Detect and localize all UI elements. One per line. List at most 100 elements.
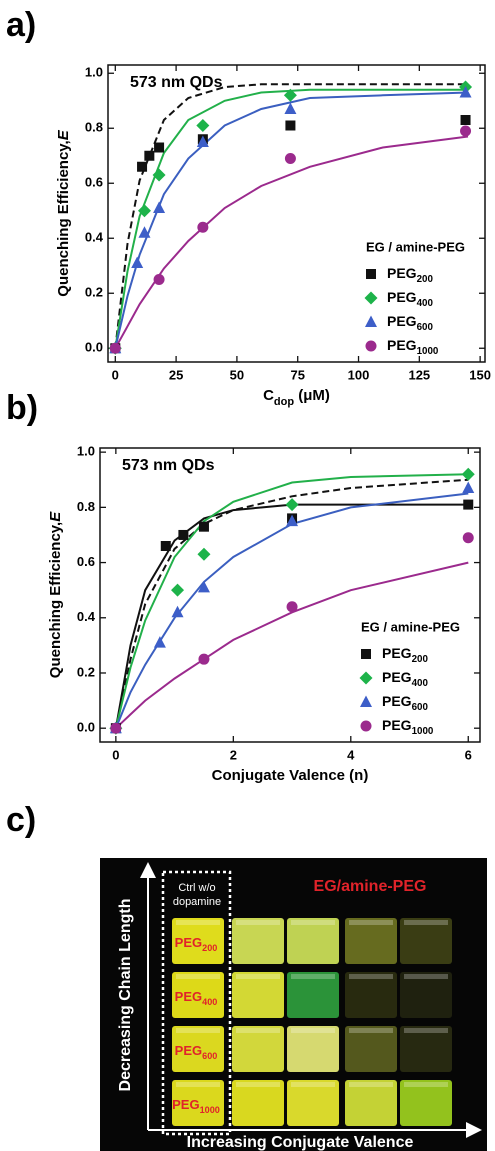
vial xyxy=(345,972,397,1018)
data-point xyxy=(153,636,166,648)
data-point xyxy=(171,605,184,618)
data-point xyxy=(152,168,166,182)
control-label: Ctrl w/o xyxy=(178,882,215,894)
data-point xyxy=(198,521,209,532)
control-label: dopamine xyxy=(173,896,221,908)
panel-label: c) xyxy=(6,801,36,839)
legend-marker xyxy=(364,291,378,305)
fit-line xyxy=(114,473,469,729)
vial xyxy=(400,1080,452,1126)
y-axis-label-text: Quenching Efficiency, xyxy=(55,140,72,296)
data-point xyxy=(196,135,209,147)
vial-shine xyxy=(236,920,280,925)
legend-label: PEG1000 xyxy=(387,337,439,357)
vial-shine xyxy=(236,974,280,979)
vial-shine xyxy=(404,1082,448,1087)
vial xyxy=(345,1026,397,1072)
data-point xyxy=(109,342,121,354)
data-point xyxy=(160,541,171,551)
vial xyxy=(400,972,452,1018)
data-point xyxy=(197,221,209,233)
x-tick-label: 4 xyxy=(347,747,355,762)
vial-shine xyxy=(349,974,393,979)
data-point xyxy=(286,601,298,613)
data-point xyxy=(198,653,210,665)
chart-title: 573 nm QDs xyxy=(130,74,223,91)
data-point xyxy=(178,529,189,540)
data-point xyxy=(285,498,299,512)
y-axis-label: Quenching Efficiency,E xyxy=(47,511,64,678)
vial xyxy=(287,1026,339,1072)
x-tick-label: 0 xyxy=(112,367,119,382)
data-point xyxy=(137,204,151,218)
vial xyxy=(172,1080,224,1126)
vial-shine xyxy=(176,1082,220,1087)
vial-shine xyxy=(236,1082,280,1087)
x-tick-label: 125 xyxy=(408,367,430,382)
data-point xyxy=(286,514,299,527)
data-point xyxy=(284,102,297,114)
vial xyxy=(232,1026,284,1072)
y-tick-label: 1.0 xyxy=(77,444,95,459)
x-tick-label: 2 xyxy=(230,747,237,762)
vial xyxy=(400,918,452,964)
vial-shine xyxy=(349,1082,393,1087)
x-axis-label: Increasing Conjugate Valence xyxy=(187,1134,414,1151)
legend-marker xyxy=(365,315,377,327)
vial-shine xyxy=(291,1028,335,1033)
data-point xyxy=(459,86,472,98)
x-axis-label-text: Conjugate Valence (n) xyxy=(212,767,369,784)
row-label: PEG1000 xyxy=(172,1097,220,1115)
data-point xyxy=(131,256,144,268)
legend-marker xyxy=(359,671,373,685)
x-axis-label-text: C xyxy=(263,387,274,404)
legend-marker xyxy=(366,269,376,279)
legend-label: PEG200 xyxy=(382,645,428,665)
panel-label: b) xyxy=(6,389,38,427)
y-tick-label: 0.8 xyxy=(85,120,103,135)
y-axis-label: Quenching Efficiency,E xyxy=(55,129,72,296)
legend-marker xyxy=(361,649,371,659)
data-point xyxy=(153,274,165,285)
vial-shine xyxy=(349,1028,393,1033)
y-tick-label: 0.6 xyxy=(85,175,103,190)
vial xyxy=(400,1026,452,1072)
x-axis-label-unit: (μM) xyxy=(294,387,330,404)
y-axis-label-var: E xyxy=(55,129,72,140)
legend-marker xyxy=(360,695,372,707)
data-point xyxy=(137,161,148,172)
row-label: PEG200 xyxy=(175,935,218,953)
panel-label: a) xyxy=(6,6,36,44)
vial xyxy=(287,1080,339,1126)
vial-shine xyxy=(291,1082,335,1087)
fit-line xyxy=(114,503,469,729)
data-point xyxy=(460,115,471,125)
vial xyxy=(287,972,339,1018)
legend-label: PEG400 xyxy=(382,669,428,689)
data-point xyxy=(196,119,210,132)
vial-shine xyxy=(404,920,448,925)
vial-shine xyxy=(176,974,220,979)
data-point xyxy=(461,467,475,481)
x-tick-label: 75 xyxy=(290,367,304,382)
vial-shine xyxy=(404,974,448,979)
data-point xyxy=(110,722,122,734)
y-tick-label: 0.0 xyxy=(77,720,95,735)
data-point xyxy=(462,481,475,494)
data-point xyxy=(153,201,166,213)
data-point xyxy=(197,547,211,561)
row-label: PEG600 xyxy=(175,1043,218,1061)
y-axis-label-var: E xyxy=(47,511,64,522)
vial xyxy=(172,972,224,1018)
x-tick-label: 50 xyxy=(230,367,244,382)
y-tick-label: 1.0 xyxy=(85,65,103,80)
vial-shine xyxy=(291,920,335,925)
x-tick-label: 0 xyxy=(112,747,119,762)
vial-shine xyxy=(404,1028,448,1033)
legend-title: EG / amine-PEG xyxy=(366,239,465,254)
data-point xyxy=(463,499,474,510)
data-point xyxy=(144,150,155,161)
x-axis-label-sub: dop xyxy=(274,396,294,408)
